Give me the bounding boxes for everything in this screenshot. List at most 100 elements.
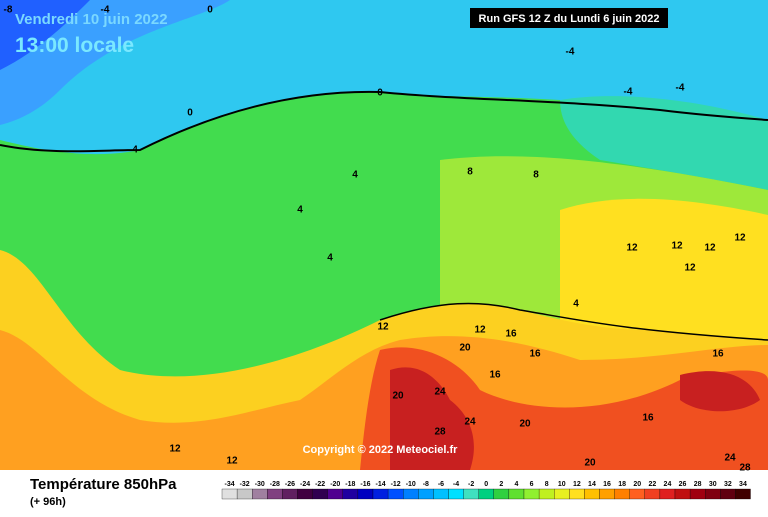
scale-swatch [403,488,419,500]
scale-label: -20 [330,481,340,488]
scale-swatch [252,488,268,500]
scale-label: -30 [255,481,265,488]
contour-label: 16 [529,349,541,360]
scale-label: -32 [240,481,250,488]
scale-swatch [644,488,661,500]
contour-label: 12 [169,444,181,455]
cool-region [560,96,768,190]
scale-swatch [327,488,343,500]
contour-label: 24 [724,453,736,464]
contour-label: 12 [474,325,486,336]
contour-label: 4 [297,205,303,216]
scale-swatch [448,488,464,500]
scale-label: 22 [648,481,656,488]
contour-label: 4 [327,253,333,264]
scale-swatch [372,488,389,500]
contour-label: 28 [434,427,446,438]
scale-swatch [674,488,691,500]
scale-label: 32 [724,481,732,488]
contour-label: 16 [489,370,501,381]
scale-label: -2 [468,481,474,488]
forecast-date: Vendredi 10 juin 2022 [15,11,168,28]
scale-swatch [387,488,404,500]
scale-swatch [614,488,630,500]
hottest-region [390,367,760,470]
scale-swatch [478,488,494,500]
scale-label: 2 [499,481,503,488]
cold-region [0,0,768,155]
scale-label: -28 [270,481,280,488]
scale-label: 14 [588,481,596,488]
scale-swatch [554,488,570,500]
contour-label: 16 [712,349,724,360]
scale-label: 0 [484,481,488,488]
scale-swatch [297,488,313,500]
scale-label: 34 [739,481,747,488]
scale-swatch [508,488,525,500]
scale-swatch [493,488,510,500]
contour-label: 20 [584,458,596,469]
scale-label: 30 [709,481,717,488]
scale-label: 4 [514,481,518,488]
scale-swatch [463,488,479,500]
contour-label: 12 [377,322,389,333]
scale-label: 10 [558,481,566,488]
scale-label: 18 [618,481,626,488]
contour-label: 12 [704,243,716,254]
scale-label: 8 [545,481,549,488]
contour-label: 8 [467,167,473,178]
contour-label: 24 [434,387,446,398]
contour-label: 12 [684,263,696,274]
contour-label: 0 [207,5,213,16]
scale-label: -22 [315,481,325,488]
scale-swatch [538,488,555,500]
zero-isotherm [0,90,768,153]
contour-label: -4 [566,47,575,58]
scale-label: -26 [285,481,295,488]
scale-label: -10 [406,481,416,488]
scale-swatch [659,488,676,500]
scale-label: -18 [345,481,355,488]
scale-swatch [357,488,374,500]
scale-label: -34 [224,481,234,488]
contour-label: 24 [464,417,476,428]
contour-label: -8 [4,5,13,16]
contour-label: 16 [642,413,654,424]
contour-label: 0 [377,88,383,99]
scale-label: -6 [438,481,444,488]
contour-label: 16 [505,329,517,340]
scale-swatch [689,488,706,500]
contour-label: 12 [226,456,238,467]
scale-label: 12 [573,481,581,488]
run-box [470,8,668,28]
scale-label: 28 [694,481,702,488]
scale-swatch [720,488,736,500]
scale-swatch [267,488,283,500]
coldest-region [0,0,90,70]
contour-label: 8 [533,170,539,181]
scale-swatch [221,488,238,500]
scale-swatch [418,488,434,500]
scale-label: 24 [664,481,672,488]
run-info: Run GFS 12 Z du Lundi 6 juin 2022 [479,13,660,25]
legend-title: Température 850hPa [30,476,177,493]
scale-label: 20 [633,481,641,488]
scale-swatch [523,488,540,500]
scale-label: 26 [679,481,687,488]
contour-label: 12 [671,241,683,252]
scale-label: -12 [391,481,401,488]
contour-label: 20 [392,391,404,402]
scale-label: 16 [603,481,611,488]
scale-swatch [282,488,298,500]
isotherm [379,302,768,341]
scale-label: -24 [300,481,310,488]
scale-swatch [342,488,359,500]
contour-label: 12 [734,233,746,244]
contour-label: 20 [519,419,531,430]
scale-label: 6 [530,481,534,488]
contour-label: 12 [626,243,638,254]
scale-swatch [705,488,721,500]
copyright: Copyright © 2022 Meteociel.fr [303,444,459,456]
contour-label: 0 [187,108,193,119]
